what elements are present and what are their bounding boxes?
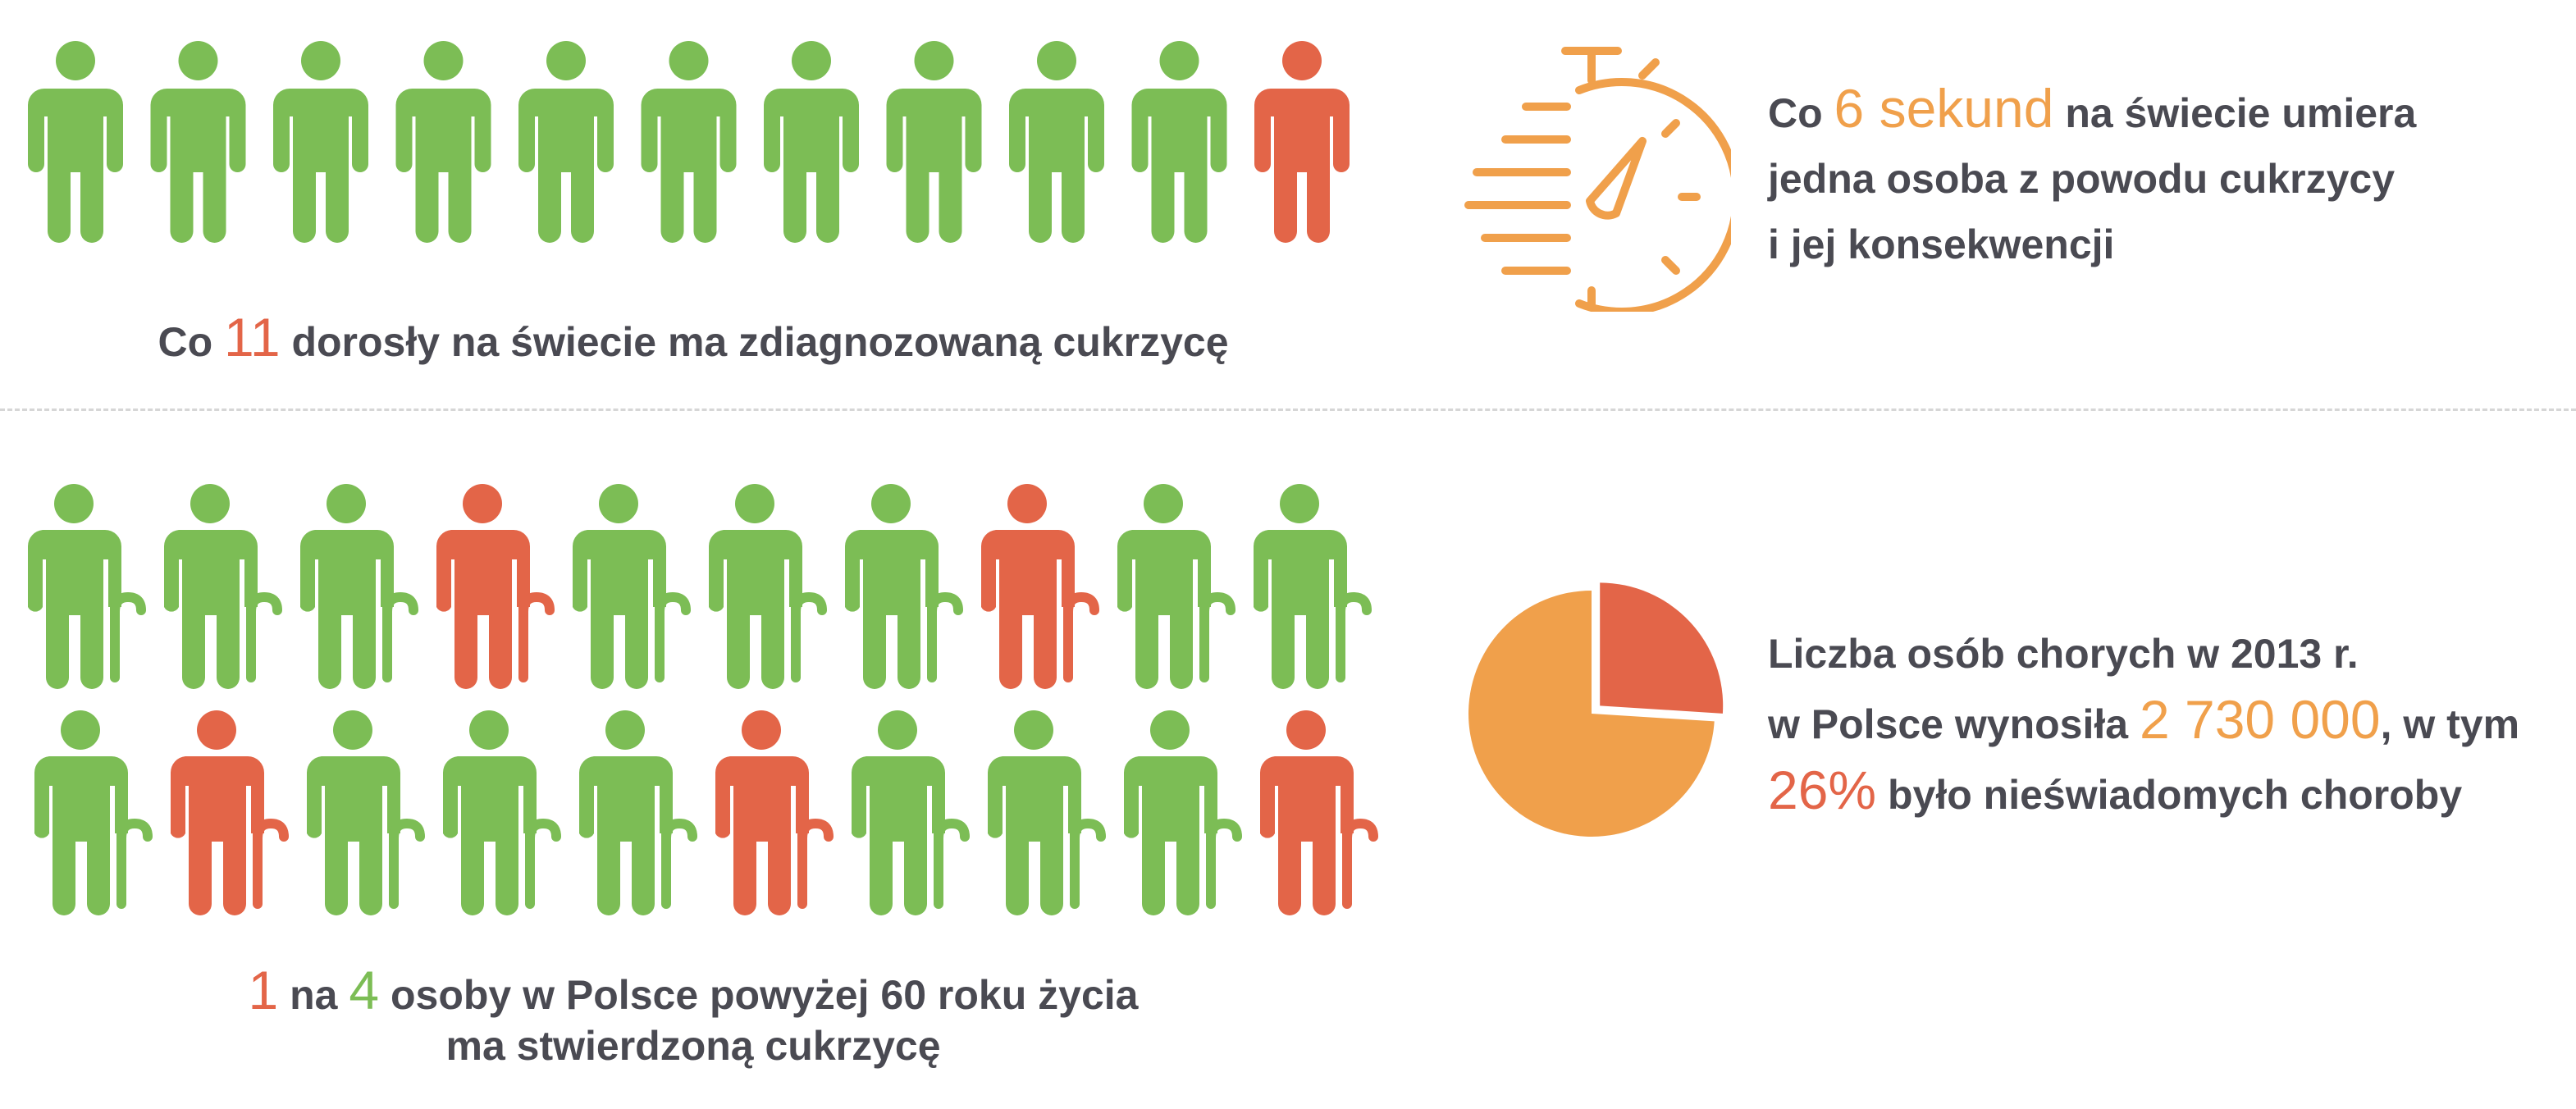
poland-stats-line-3: 26% było nieświadomych choroby (1768, 757, 2519, 828)
person-icon (273, 41, 368, 243)
person-icon (886, 41, 982, 243)
line-prefix: w Polsce wynosiła (1768, 701, 2140, 747)
death-rate-line-2: jedna osoba z powodu cukrzycy (1768, 156, 2396, 202)
highlight-total: 2 730 000 (2139, 689, 2381, 750)
poland-stats-text: Liczba osób chorych w 2013 r. w Polsce w… (1768, 621, 2519, 828)
highlight-number: 11 (224, 307, 281, 367)
caption-suffix: osoby w Polsce powyżej 60 roku życia (379, 972, 1139, 1018)
people-grid-elderly (27, 484, 1378, 915)
elderly-person-with-cane-icon (1259, 710, 1378, 915)
death-rate-line-1: Co 6 sekund na świecie umiera (1768, 75, 2416, 146)
elderly-person-with-cane-icon (572, 484, 691, 689)
elderly-person-with-cane-icon (715, 710, 834, 915)
elderly-caption: 1 na 4 osoby w Polsce powyżej 60 roku ży… (0, 963, 1386, 1071)
line-suffix: było nieświadomych choroby (1876, 772, 2463, 818)
elderly-person-with-cane-icon (1117, 484, 1235, 689)
person-icon (1131, 41, 1227, 243)
line-suffix: , w tym (2380, 701, 2520, 747)
elderly-person-with-cane-icon (306, 710, 425, 915)
person-icon (395, 41, 491, 243)
person-icon (764, 41, 859, 243)
poland-stats-line-2: w Polsce wynosiła 2 730 000, w tym (1768, 687, 2519, 757)
elderly-person-with-cane-icon (844, 484, 963, 689)
elderly-person-with-cane-icon (578, 710, 697, 915)
pie-chart (1468, 582, 1724, 837)
line-prefix: Co (1768, 90, 1834, 136)
person-icon (1254, 41, 1350, 243)
elderly-caption-line-2: ma stwierdzoną cukrzycę (445, 1023, 941, 1069)
elderly-person-with-cane-icon (987, 710, 1106, 915)
people-row-adults (28, 41, 1350, 243)
elderly-caption-line-1: 1 na 4 osoby w Polsce powyżej 60 roku ży… (0, 963, 1386, 1020)
elderly-person-with-cane-icon (1253, 484, 1372, 689)
person-icon (1009, 41, 1104, 243)
person-icon (641, 41, 737, 243)
pie-slice-unaware (1600, 582, 1724, 714)
person-icon (518, 41, 614, 243)
person-icon (28, 41, 123, 243)
poland-stats-line-1: Liczba osób chorych w 2013 r. (1768, 631, 2359, 677)
elderly-person-with-cane-icon (980, 484, 1099, 689)
caption-prefix: Co (158, 319, 225, 365)
death-rate-line-3: i jej konsekwencji (1768, 221, 2115, 267)
pie-slice-aware (1468, 591, 1715, 837)
caption-mid: na (278, 972, 349, 1018)
elderly-person-with-cane-icon (708, 484, 827, 689)
elderly-person-with-cane-icon (163, 484, 282, 689)
highlight-percent: 26% (1768, 760, 1877, 820)
highlight-number-red: 1 (248, 960, 279, 1020)
section-divider (0, 408, 2576, 411)
elderly-person-with-cane-icon (436, 484, 555, 689)
highlight-number-green: 4 (349, 960, 380, 1020)
elderly-person-with-cane-icon (170, 710, 289, 915)
line-suffix: na świecie umiera (2053, 90, 2417, 136)
elderly-person-with-cane-icon (1123, 710, 1242, 915)
elderly-person-with-cane-icon (27, 484, 146, 689)
person-icon (150, 41, 246, 243)
elderly-person-with-cane-icon (34, 710, 153, 915)
adults-caption: Co 11 dorosły na świecie ma zdiagnozowan… (0, 307, 1386, 372)
stopwatch-icon (1464, 47, 1731, 312)
highlight-seconds: 6 sekund (1834, 78, 2054, 139)
elderly-person-with-cane-icon (442, 710, 561, 915)
caption-suffix: dorosły na świecie ma zdiagnozowaną cukr… (280, 319, 1229, 365)
elderly-person-with-cane-icon (299, 484, 418, 689)
elderly-person-with-cane-icon (851, 710, 970, 915)
death-rate-text: Co 6 sekund na świecie umiera jedna osob… (1768, 75, 2416, 277)
